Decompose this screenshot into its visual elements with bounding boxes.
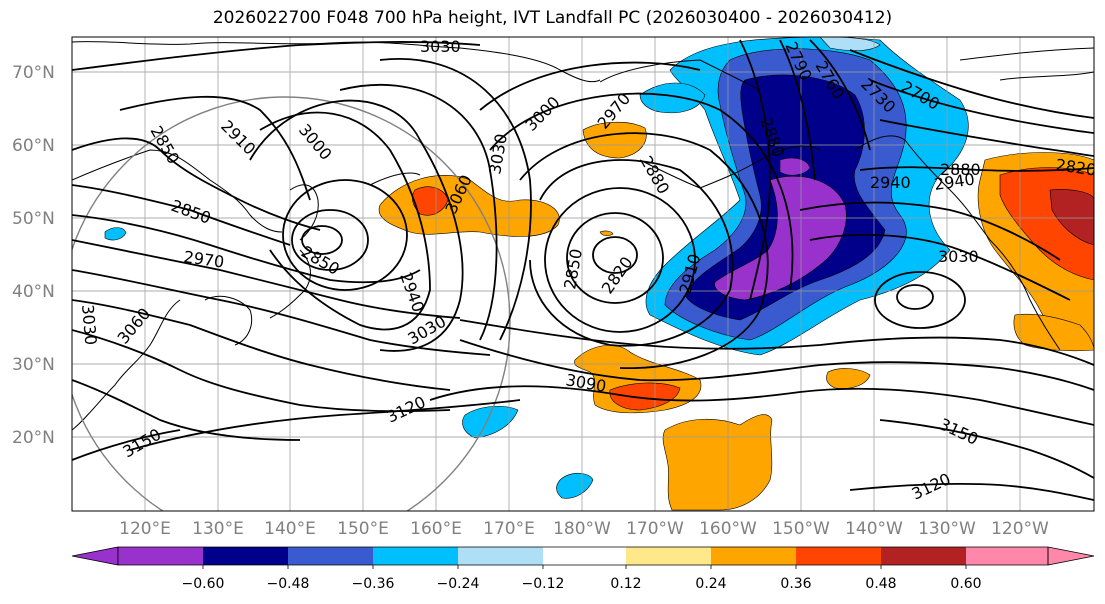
colorbar-tick: 0.48 (865, 576, 896, 592)
colorbar-tick: −0.12 (522, 576, 565, 592)
lat-label: 50°N (12, 209, 55, 229)
colorbar-swatch (626, 547, 711, 565)
colorbar-swatch (373, 547, 458, 565)
lon-label: 160°E (410, 519, 462, 539)
colorbar-tick: −0.60 (182, 576, 225, 592)
height-contours (72, 39, 1094, 501)
colorbar-tick: −0.48 (267, 576, 310, 592)
map-title: 2026022700 F048 700 hPa height, IVT Land… (212, 8, 893, 28)
lon-label: 120°W (991, 519, 1049, 539)
colorbar-swatch (711, 547, 796, 565)
map-panel: 3030 2910 2850 3000 3030 3000 2970 2790 … (72, 37, 1094, 511)
latitude-labels: 70°N 60°N 50°N 40°N 30°N 20°N (12, 63, 55, 448)
lon-label: 140°E (264, 519, 316, 539)
lon-label: 170°W (626, 519, 684, 539)
lon-label: 170°E (483, 519, 535, 539)
lon-label: 150°E (337, 519, 389, 539)
lat-label: 30°N (12, 355, 55, 375)
lat-label: 70°N (12, 63, 55, 83)
lon-label: 150°W (772, 519, 830, 539)
lon-label: 180°W (553, 519, 611, 539)
colorbar-swatch (458, 547, 543, 565)
lon-label: 140°W (845, 519, 903, 539)
colorbar-tick: 0.12 (610, 576, 641, 592)
lat-label: 60°N (12, 136, 55, 156)
contour-label: 2880 (940, 160, 981, 179)
colorbar-tick: 0.36 (780, 576, 811, 592)
contour-label: 3030 (78, 304, 100, 346)
lon-label: 160°W (699, 519, 757, 539)
colorbar-swatch (881, 547, 966, 565)
colorbar-tick: −0.24 (437, 576, 480, 592)
contour-label: 2940 (870, 173, 911, 192)
lat-label: 20°N (12, 428, 55, 448)
colorbar-swatch (118, 547, 203, 565)
colorbar-tick: 0.60 (950, 576, 981, 592)
lon-label: 130°W (918, 519, 976, 539)
lon-label: 130°E (192, 519, 244, 539)
colorbar-swatch (796, 547, 881, 565)
colorbar-tick: −0.36 (352, 576, 395, 592)
colorbar-arrow-left (71, 546, 119, 566)
contour-label: 3030 (938, 247, 979, 266)
map-frame (71, 36, 1095, 512)
colorbar-arrow-right (1047, 546, 1095, 566)
colorbar-tick: 0.24 (695, 576, 726, 592)
colorbar-swatch (543, 547, 626, 565)
longitude-labels: 120°E 130°E 140°E 150°E 160°E 170°E 180°… (119, 519, 1049, 539)
colorbar-swatch (288, 547, 373, 565)
colorbar-swatch (966, 547, 1048, 565)
contour-label: 3030 (420, 37, 461, 56)
highlight-circle (72, 96, 511, 511)
colorbar-swatch (203, 547, 288, 565)
lat-label: 40°N (12, 282, 55, 302)
lon-label: 120°E (119, 519, 171, 539)
colorbar: −0.60 −0.48 −0.36 −0.24 −0.12 0.12 0.24 … (71, 546, 1095, 592)
